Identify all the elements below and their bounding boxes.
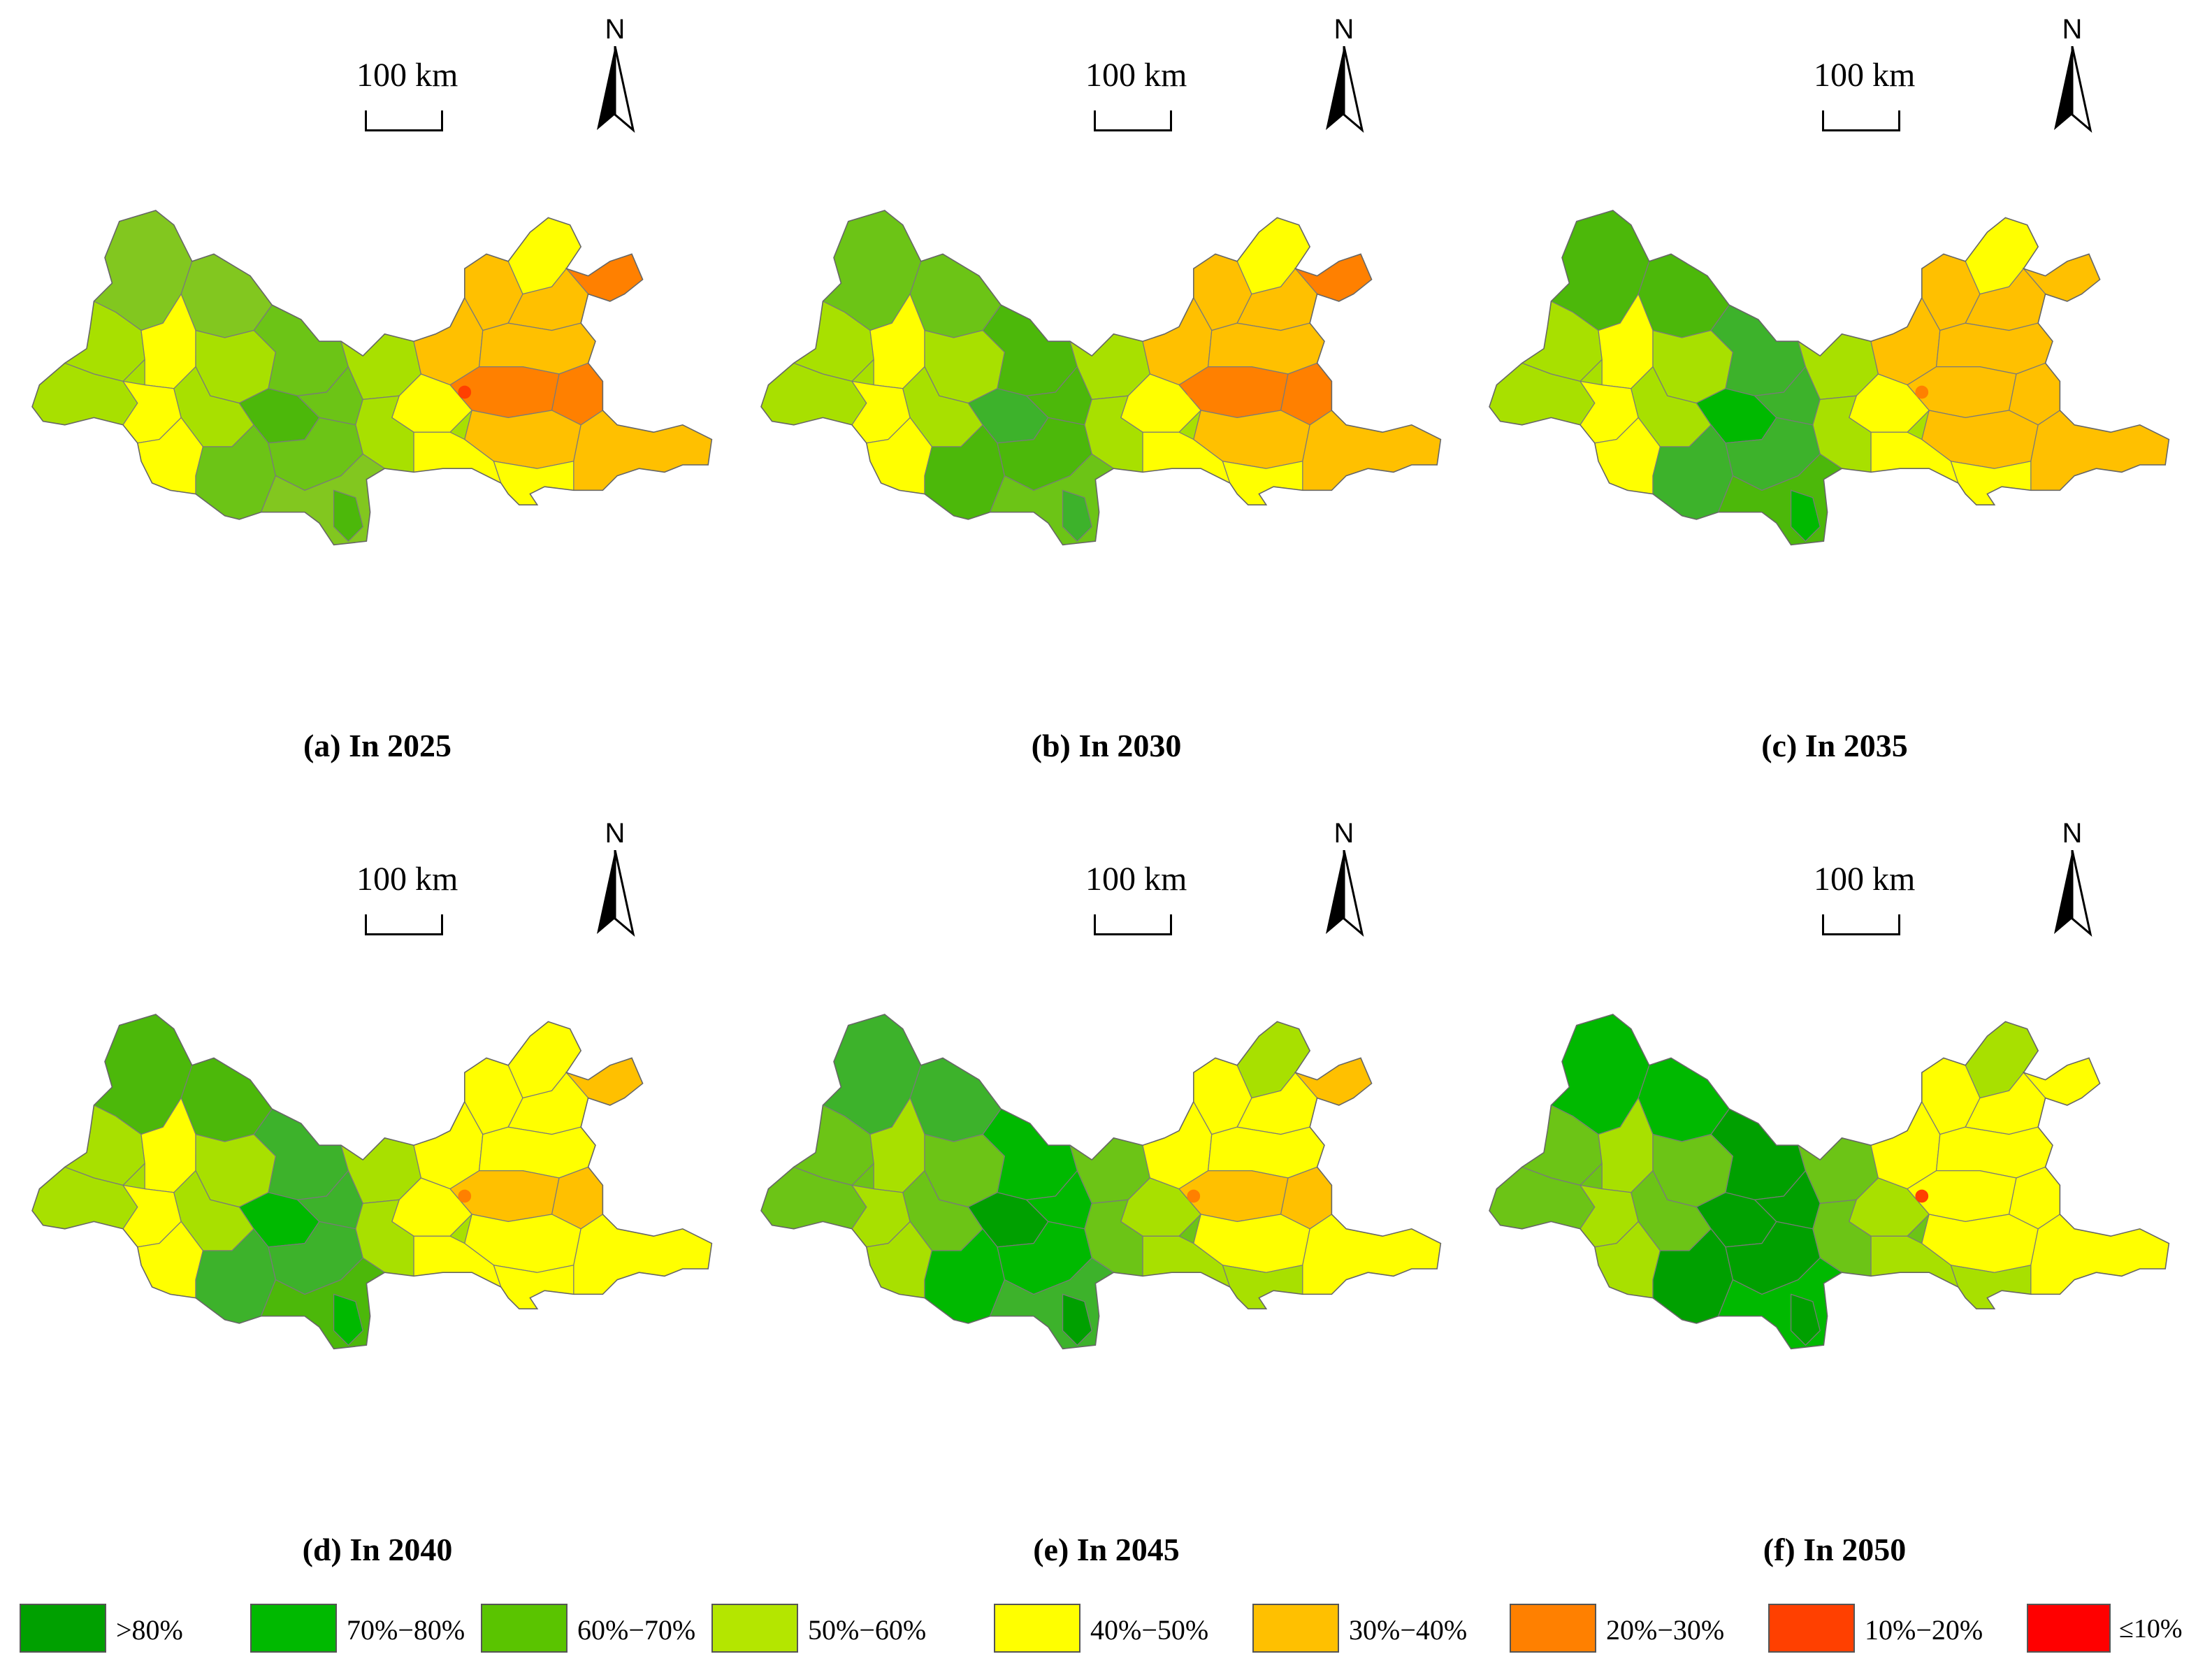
- scale-line: [1822, 110, 1900, 131]
- legend-label: 10%−20%: [1865, 1614, 1983, 1646]
- map-panel-b: 100 km N (b) In 2030: [743, 14, 1470, 783]
- map-panel-d: 100 km N (d) In 2040: [14, 818, 741, 1587]
- county-region: [2030, 1214, 2169, 1295]
- city-hotspot: [1187, 1189, 1201, 1203]
- north-arrow-icon: [2054, 46, 2092, 133]
- scale-label: 100 km: [1814, 861, 1916, 898]
- legend-label: 70%−80%: [347, 1614, 465, 1646]
- legend-label: 30%−40%: [1349, 1614, 1468, 1646]
- city-hotspot: [1915, 385, 1929, 399]
- legend-swatch: [2027, 1604, 2111, 1653]
- city-hotspot: [458, 385, 472, 399]
- north-arrow-icon: [2054, 850, 2092, 937]
- legend-label: ≤10%: [2119, 1614, 2183, 1644]
- scale-label: 100 km: [1814, 57, 1916, 94]
- province-map: [31, 210, 713, 546]
- north-arrow-icon: [597, 850, 635, 937]
- province-map: [760, 210, 1442, 546]
- county-region: [1302, 410, 1441, 491]
- county-region: [1062, 1293, 1092, 1346]
- province-map: [760, 1014, 1442, 1350]
- scale-label: 100 km: [1085, 861, 1187, 898]
- north-letter: N: [605, 818, 626, 849]
- north-letter: N: [1333, 14, 1354, 45]
- legend: >80% 70%−80% 60%−70% 50%−60% 40%−50% 30%…: [0, 1601, 2212, 1657]
- province-border: [760, 1014, 1442, 1350]
- county-region: [1950, 461, 2032, 505]
- panel-caption: (e) In 2045: [1033, 1532, 1180, 1567]
- north-arrow-icon: [1326, 850, 1364, 937]
- scale-label: 100 km: [1085, 57, 1187, 94]
- county-region: [573, 410, 712, 491]
- scale-label: 100 km: [356, 57, 458, 94]
- legend-swatch: [1252, 1604, 1339, 1653]
- north-letter: N: [2062, 14, 2083, 45]
- scale-line: [1094, 914, 1172, 935]
- legend-label: 20%−30%: [1606, 1614, 1725, 1646]
- province-border: [1489, 1014, 2170, 1350]
- city-hotspot: [1915, 1189, 1929, 1203]
- city-hotspot: [1187, 385, 1201, 399]
- province-border: [760, 210, 1442, 546]
- county-region: [1790, 489, 1821, 542]
- panel-caption: (b) In 2030: [1031, 728, 1182, 763]
- map-panel-c: 100 km N (c) In 2035: [1471, 14, 2198, 783]
- panel-caption: (d) In 2040: [302, 1532, 453, 1567]
- county-region: [1062, 489, 1092, 542]
- scale-line: [365, 110, 443, 131]
- north-arrow-icon: [597, 46, 635, 133]
- county-region: [493, 1265, 574, 1309]
- province-map: [31, 1014, 713, 1350]
- county-region: [573, 1214, 712, 1295]
- north-letter: N: [605, 14, 626, 45]
- scale-line: [1094, 110, 1172, 131]
- province-border: [1489, 210, 2170, 546]
- scale-line: [1822, 914, 1900, 935]
- county-region: [493, 461, 574, 505]
- legend-swatch: [1768, 1604, 1855, 1653]
- province-border: [31, 1014, 713, 1350]
- map-panel-f: 100 km N (f) In 2050: [1471, 818, 2198, 1587]
- panel-caption: (f) In 2050: [1763, 1532, 1907, 1567]
- province-map: [1489, 1014, 2170, 1350]
- legend-swatch: [711, 1604, 798, 1653]
- county-region: [333, 1293, 363, 1346]
- legend-swatch: [20, 1604, 106, 1653]
- map-panel-e: 100 km N (e) In 2045: [743, 818, 1470, 1587]
- legend-label: 40%−50%: [1090, 1614, 1209, 1646]
- city-hotspot: [458, 1189, 472, 1203]
- legend-swatch: [1510, 1604, 1596, 1653]
- county-region: [1222, 461, 1303, 505]
- legend-swatch: [250, 1604, 337, 1653]
- legend-swatch: [994, 1604, 1080, 1653]
- panel-caption: (a) In 2025: [303, 728, 452, 763]
- county-region: [1302, 1214, 1441, 1295]
- legend-label: 50%−60%: [808, 1614, 927, 1646]
- county-region: [1222, 1265, 1303, 1309]
- province-map: [1489, 210, 2170, 546]
- north-arrow-icon: [1326, 46, 1364, 133]
- county-region: [1950, 1265, 2032, 1309]
- map-panel-a: 100 km N (a) In 2025: [14, 14, 741, 783]
- county-region: [333, 489, 363, 542]
- panel-caption: (c) In 2035: [1761, 728, 1908, 763]
- scale-label: 100 km: [356, 861, 458, 898]
- north-letter: N: [2062, 818, 2083, 849]
- legend-label: >80%: [116, 1614, 183, 1646]
- county-region: [2030, 410, 2169, 491]
- north-letter: N: [1333, 818, 1354, 849]
- county-region: [1790, 1293, 1821, 1346]
- legend-swatch: [481, 1604, 568, 1653]
- province-border: [31, 210, 713, 546]
- legend-label: 60%−70%: [577, 1614, 696, 1646]
- scale-line: [365, 914, 443, 935]
